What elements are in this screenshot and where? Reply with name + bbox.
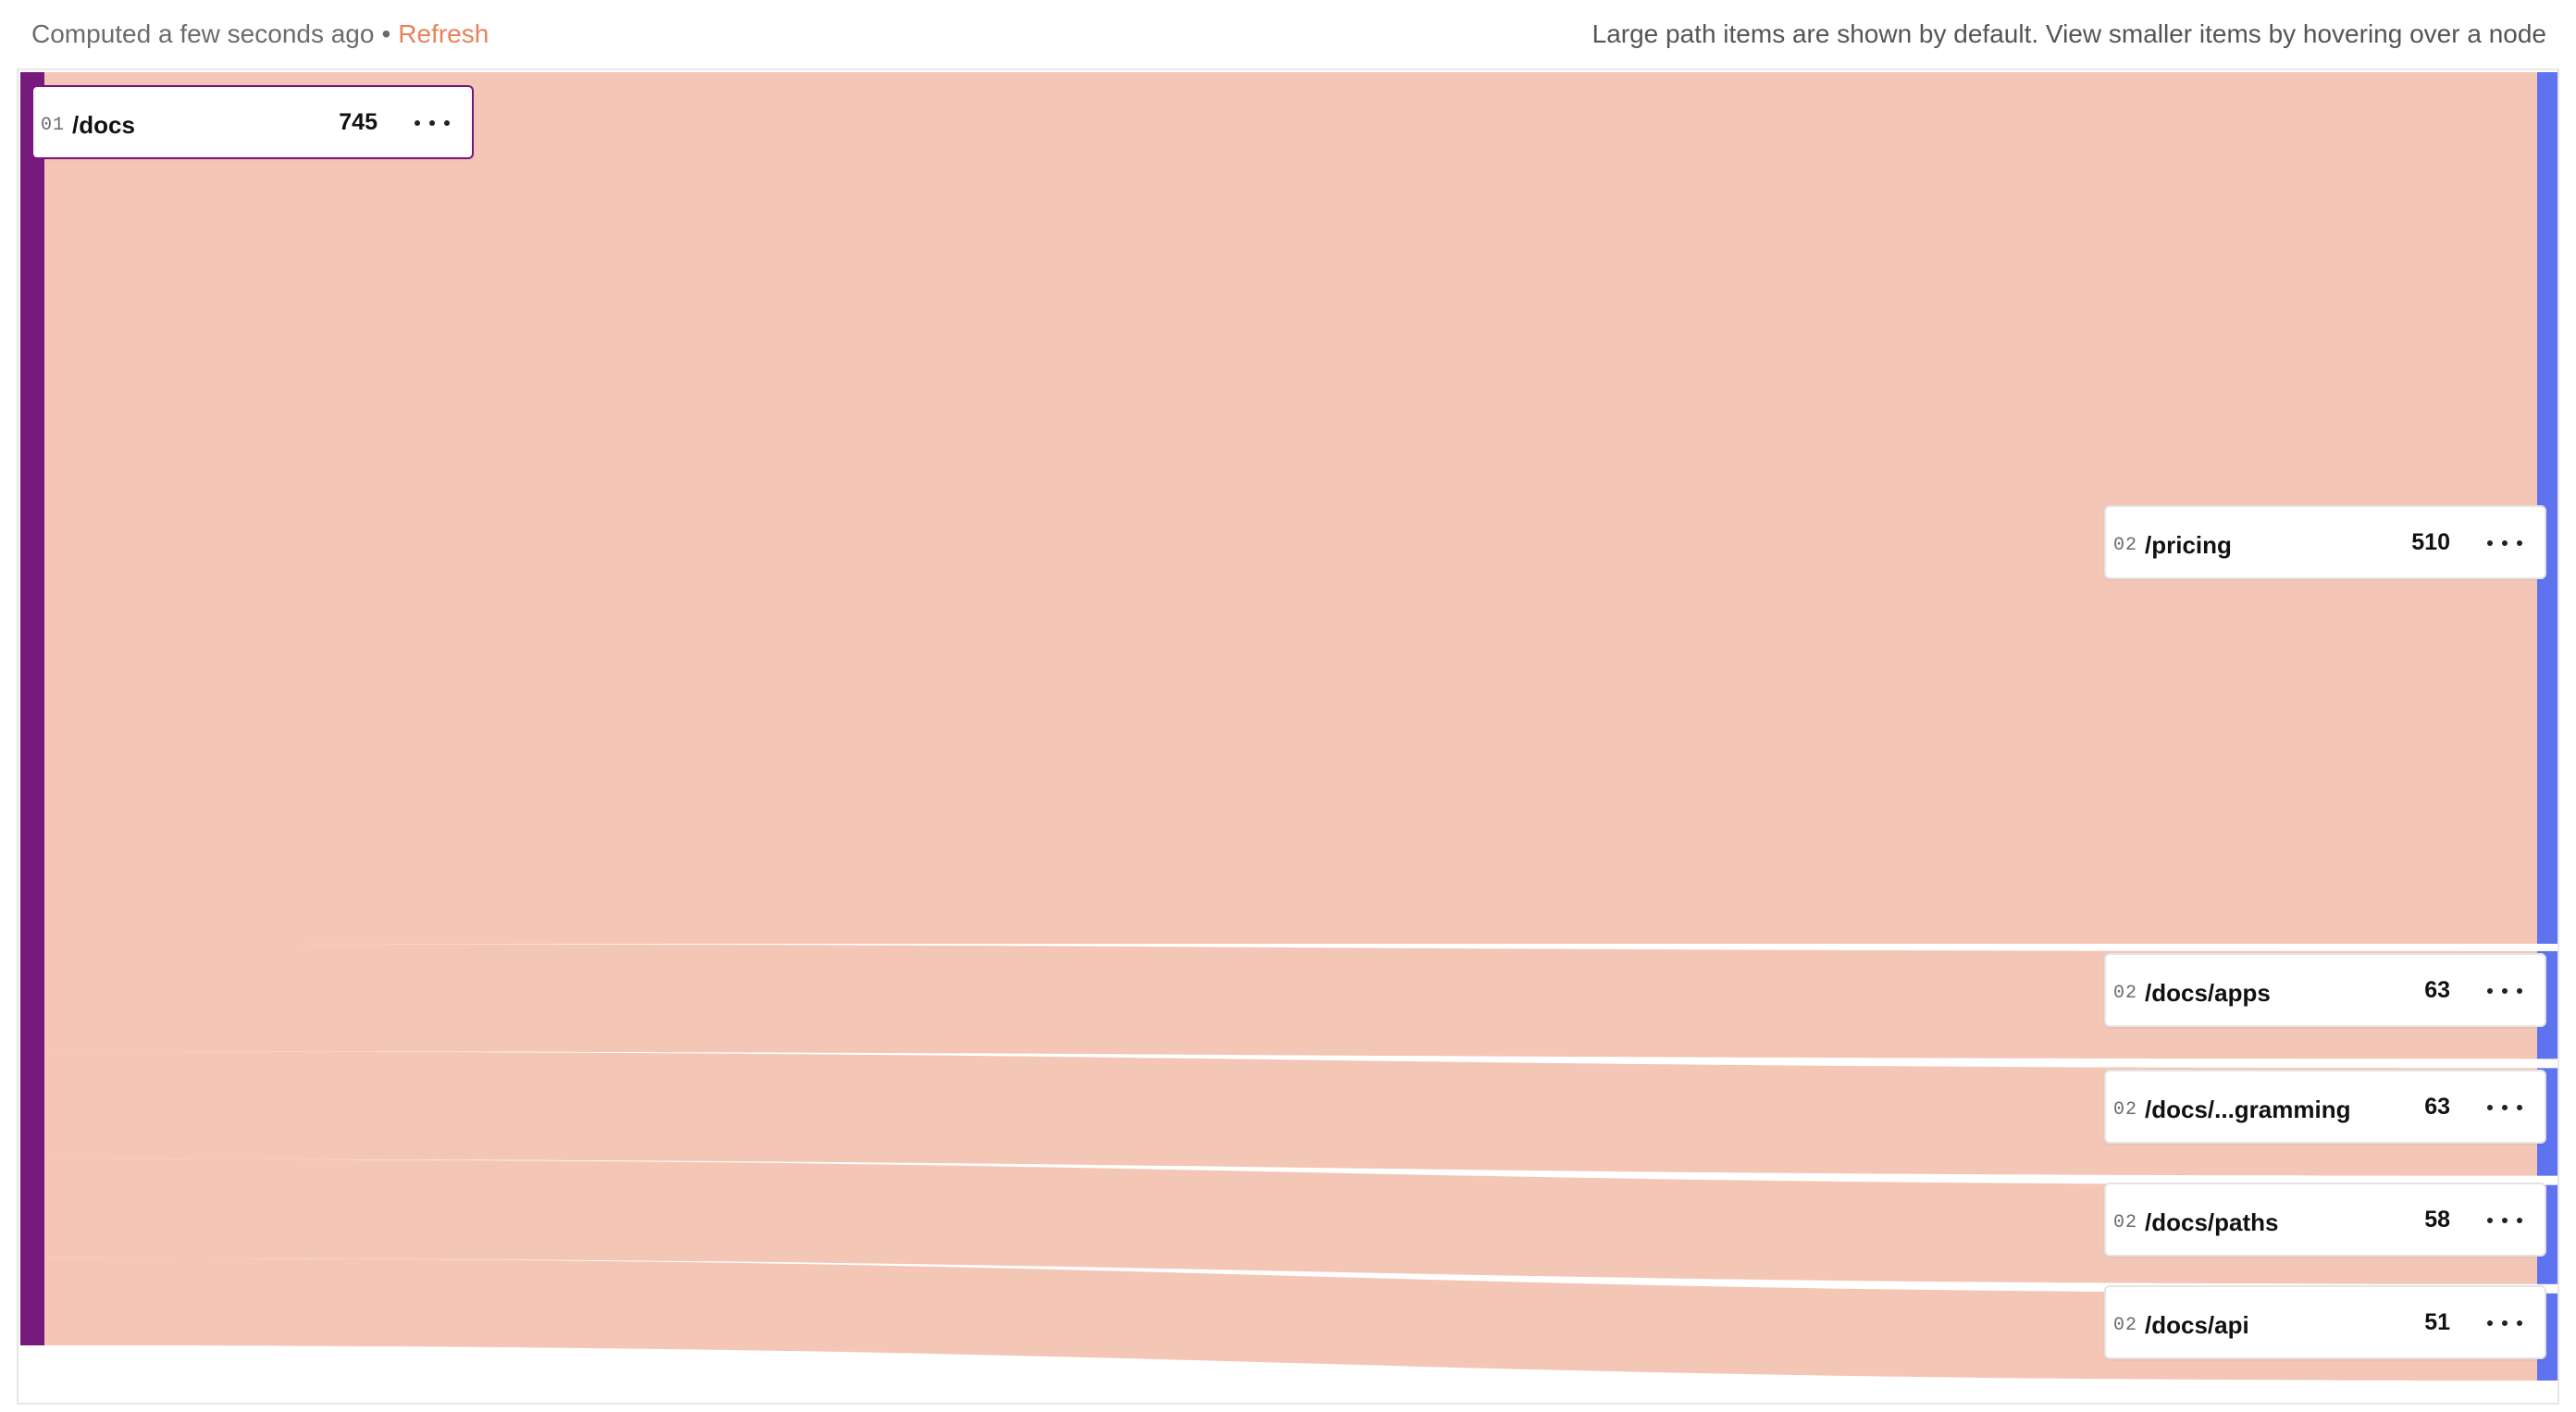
node-count: 51 [2424, 1308, 2450, 1335]
sankey-link-2[interactable] [44, 1051, 2537, 1176]
target-node-card-docs-programming[interactable]: 02 /docs/...gramming 63 [2104, 1070, 2546, 1145]
target-node-card-docs-apps[interactable]: 02 /docs/apps 63 [2104, 953, 2546, 1028]
target-node-bar-0[interactable] [2537, 72, 2557, 944]
sankey-link-1[interactable] [44, 943, 2537, 1059]
step-number: 02 [2113, 1212, 2138, 1234]
computed-text: Computed a few seconds ago [31, 19, 375, 48]
node-path-label: /docs/apps [2145, 979, 2271, 1008]
node-count: 63 [2424, 1094, 2450, 1121]
more-options-icon[interactable] [2482, 1199, 2528, 1236]
target-node-card-docs-paths[interactable]: 02 /docs/paths 58 [2104, 1183, 2546, 1257]
node-path-label: /docs/...gramming [2145, 1096, 2351, 1124]
more-options-icon[interactable] [2482, 522, 2528, 559]
toolbar: Computed a few seconds ago • Refresh Large… [0, 0, 2576, 68]
hint-text: Large path items are shown by default. V… [1591, 19, 2546, 48]
more-options-icon[interactable] [409, 102, 455, 139]
separator-dot: • [381, 19, 391, 48]
step-number: 02 [2113, 1314, 2138, 1336]
source-node-card[interactable]: 01 /docs 745 [31, 85, 474, 159]
node-path-label: /docs/api [2145, 1310, 2249, 1339]
sankey-link-3[interactable] [44, 1158, 2537, 1284]
refresh-button[interactable]: Refresh [398, 19, 489, 48]
source-node-bar[interactable] [20, 72, 44, 1345]
node-count: 510 [2411, 529, 2450, 555]
node-path-label: /docs [72, 111, 135, 139]
computed-status: Computed a few seconds ago • Refresh [31, 19, 489, 50]
more-options-icon[interactable] [2482, 1302, 2528, 1339]
more-options-icon[interactable] [2482, 970, 2528, 1007]
step-number: 02 [2113, 1099, 2138, 1121]
step-number: 02 [2113, 535, 2138, 556]
node-count: 58 [2424, 1207, 2450, 1233]
sankey-link-4[interactable] [44, 1257, 2537, 1381]
sankey-link-0[interactable] [44, 72, 2537, 944]
target-node-card-pricing[interactable]: 02 /pricing 510 [2104, 505, 2546, 579]
node-path-label: /docs/paths [2145, 1208, 2279, 1237]
step-number: 01 [41, 115, 66, 136]
node-path-label: /pricing [2145, 531, 2232, 559]
node-count: 63 [2424, 977, 2450, 1004]
step-number: 02 [2113, 983, 2138, 1005]
sankey-chart-frame: 01 /docs 745 02 /pricing 510 02 /docs/ap… [17, 68, 2559, 1405]
target-node-card-docs-api[interactable]: 02 /docs/api 51 [2104, 1284, 2546, 1359]
sankey-chart [20, 72, 2557, 1381]
node-count: 745 [339, 109, 378, 135]
more-options-icon[interactable] [2482, 1086, 2528, 1123]
